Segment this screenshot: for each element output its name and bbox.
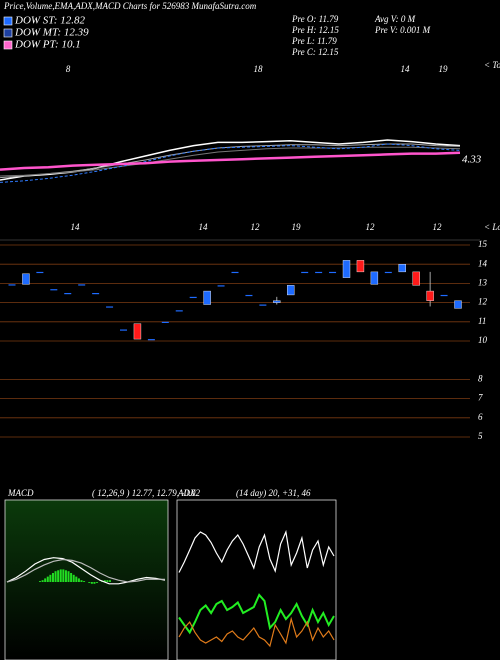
date-label: 14 (71, 222, 81, 232)
legend-label: DOW PT: 10.1 (14, 39, 81, 51)
candle-body (287, 285, 295, 296)
candle-body (245, 294, 253, 297)
candle-body (189, 296, 197, 299)
candle-body (342, 260, 351, 278)
date-label: 12 (251, 222, 261, 232)
series-line (6, 557, 166, 585)
panel-params: (14 day) 20, +31, 46 (236, 488, 311, 498)
legend-swatch (3, 28, 13, 38)
y-tick-label: 11 (478, 316, 486, 326)
series-line (178, 529, 335, 573)
y-tick-label: 15 (478, 239, 488, 249)
candle-body (273, 300, 281, 303)
y-tick-label: 8 (478, 373, 483, 383)
adx-panel (176, 499, 337, 660)
legend-swatch (3, 16, 13, 26)
date-label: 12 (366, 222, 376, 232)
info-text: Pre C: 12.15 (291, 47, 339, 57)
candle-body (175, 310, 183, 312)
legend-swatch (3, 40, 13, 50)
candle-body (217, 285, 225, 287)
panel-params: ( 12,26,9 ) 12.77, 12.79, -0.02 (92, 488, 200, 498)
candle-body (398, 264, 406, 273)
date-label: 12 (433, 222, 443, 232)
candle-body (426, 290, 434, 301)
info-text: Pre L: 11.79 (291, 36, 337, 46)
series-line (0, 146, 461, 177)
series-line (0, 143, 461, 183)
legend-label: DOW MT: 12.39 (14, 27, 89, 39)
info-text: Pre H: 12.15 (291, 25, 339, 35)
chart-title: Price,Volume,EMA,ADX,MACD Charts for 526… (3, 1, 257, 11)
date-label: 19 (439, 64, 449, 74)
y-tick-label: 5 (478, 431, 483, 441)
candle-body (412, 271, 420, 286)
candle-body (231, 271, 239, 274)
panel-label: MACD (7, 488, 34, 498)
candle-body (120, 329, 127, 331)
candle-body (454, 300, 462, 309)
candle-body (259, 304, 267, 306)
legend-label: DOW ST: 12.82 (14, 15, 85, 27)
y-tick-label: 14 (478, 258, 488, 268)
series-line (0, 151, 461, 171)
y-tick-label: 7 (478, 393, 483, 403)
series-line (6, 558, 165, 583)
candle-body (315, 271, 323, 274)
date-label: 8 (66, 64, 71, 74)
candle-body (106, 306, 114, 308)
series-line (178, 616, 335, 648)
y-tick-label: 6 (478, 412, 483, 422)
candle-body (92, 293, 100, 295)
candle-body (50, 289, 58, 291)
info-text: Avg V: 0 M (374, 14, 416, 24)
y-tick-label: 10 (478, 335, 488, 345)
annotation: 4.33 (462, 154, 482, 166)
candle-body (329, 271, 337, 274)
info-text: Pre V: 0.001 M (374, 25, 431, 35)
y-tick-label: 13 (478, 277, 488, 287)
candle-body (133, 323, 142, 340)
candle-body (370, 271, 379, 285)
date-label: 19 (292, 222, 302, 232)
date-label: 14 (401, 64, 411, 74)
candle-body (440, 294, 448, 297)
candle-body (64, 293, 72, 295)
info-text: Pre O: 11.79 (291, 14, 339, 24)
panel-label: ADX (177, 488, 196, 498)
caption: < Tops (484, 60, 500, 70)
date-label: 18 (254, 64, 264, 74)
date-label: 14 (199, 222, 209, 232)
candle-body (356, 260, 365, 273)
candle-body (161, 321, 169, 323)
candle-body (36, 271, 44, 274)
series-line (178, 593, 335, 635)
candle-body (384, 271, 392, 274)
candle-body (8, 284, 16, 286)
y-tick-label: 12 (478, 297, 488, 307)
candle-body (203, 290, 211, 305)
candle-body (301, 271, 309, 274)
candle-body (22, 273, 30, 285)
candle-body (147, 339, 155, 341)
caption: < Lows (484, 222, 500, 232)
candle-body (78, 284, 86, 286)
